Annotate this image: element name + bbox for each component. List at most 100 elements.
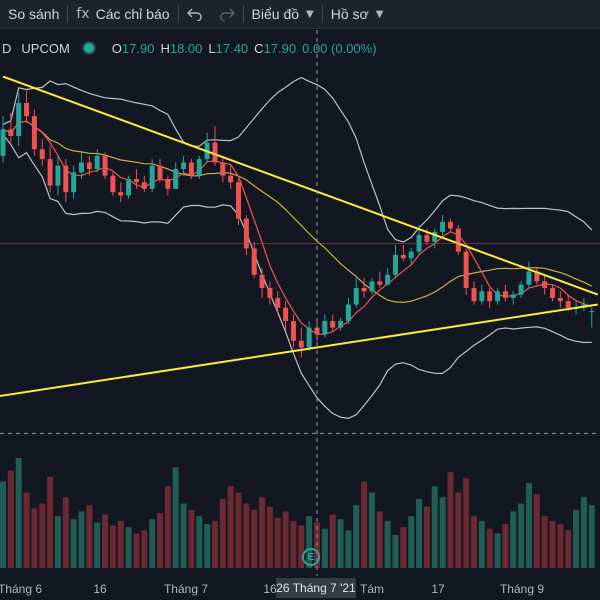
volume-bar — [565, 530, 572, 568]
volume-bar — [549, 520, 556, 568]
candle-body — [290, 321, 296, 341]
candle-body — [149, 165, 155, 189]
volume-bar — [345, 530, 352, 568]
candle-body — [526, 271, 532, 285]
crosshair — [0, 30, 600, 576]
candle-body — [47, 159, 53, 186]
time-axis-label: Tháng 6 — [0, 582, 42, 596]
volume-bar — [94, 522, 101, 568]
candle-body — [424, 235, 430, 242]
candle-body — [275, 297, 281, 308]
candle-body — [463, 251, 469, 288]
compare-button[interactable]: So sánh — [0, 0, 67, 28]
trendline[interactable] — [2, 75, 599, 296]
candle-body — [259, 274, 265, 288]
time-axis-label: Tám — [360, 582, 384, 596]
candle-body — [510, 294, 516, 298]
candle-body — [455, 228, 461, 252]
candle-body — [589, 311, 595, 313]
volume-bar — [180, 503, 187, 568]
candle-body — [322, 321, 328, 335]
candle-body — [385, 274, 391, 285]
candle-body — [196, 159, 202, 176]
volume-bar — [408, 516, 415, 568]
candle-body — [479, 291, 485, 302]
bollinger-upper — [2, 76, 593, 243]
high-label: H — [160, 40, 170, 56]
candle-body — [126, 178, 132, 196]
candle-body — [393, 254, 398, 275]
candle-body — [220, 162, 226, 176]
volume-bar — [494, 533, 501, 568]
time-axis-label: Tháng 7 — [164, 582, 208, 596]
trendlines[interactable] — [0, 75, 599, 401]
volume-bar — [533, 494, 540, 568]
function-icon: fx — [76, 6, 90, 22]
market-status-icon — [83, 43, 94, 53]
chevron-down-icon: ▼ — [375, 8, 384, 20]
toolbar-divider — [177, 5, 179, 23]
candle-body — [408, 251, 414, 259]
candle-body — [447, 221, 453, 229]
ma-short-line — [2, 120, 592, 335]
redo-icon — [219, 8, 235, 21]
candle-body — [550, 288, 555, 298]
volume-bar — [298, 525, 305, 568]
time-axis-label: 16 — [93, 582, 107, 596]
toolbar-divider — [67, 5, 69, 23]
profile-button[interactable]: Hồ sơ ▼ — [323, 0, 392, 28]
candle-body — [141, 182, 147, 189]
candle-body — [361, 288, 367, 292]
volume-bar — [282, 511, 289, 568]
candle-body — [94, 155, 100, 170]
volume-bar — [384, 520, 391, 568]
candle-body — [306, 327, 312, 348]
candle-body — [157, 165, 163, 179]
candle-body — [345, 304, 351, 322]
candle-body — [118, 192, 124, 196]
volume-bar — [423, 506, 430, 568]
undo-button[interactable] — [179, 0, 211, 28]
volume-bar — [439, 497, 446, 568]
candle-body — [557, 297, 563, 302]
candle-body — [8, 129, 14, 136]
volume-bar — [321, 528, 328, 568]
indicators-button[interactable]: fx Các chỉ báo — [68, 0, 177, 28]
candle-body — [0, 129, 6, 156]
redo-button[interactable] — [211, 0, 243, 28]
candle-body — [243, 218, 249, 249]
candle-body — [314, 327, 320, 335]
volume-bar — [502, 524, 509, 568]
candle-body — [181, 162, 187, 170]
symbol-name[interactable]: D — [2, 40, 12, 56]
volume-bar — [125, 527, 132, 568]
volume-bar — [478, 520, 485, 568]
candle-body — [502, 291, 508, 298]
chart-type-button[interactable]: Biểu đồ ▼ — [244, 0, 322, 28]
chevron-down-icon: ▼ — [306, 8, 314, 20]
exchange-name: UPCOM — [21, 40, 70, 56]
candle-body — [440, 221, 446, 232]
volume-bar — [447, 472, 454, 568]
volume-bar — [47, 476, 54, 568]
bollinger-lower — [2, 133, 592, 420]
volume-bar — [557, 524, 564, 568]
volume-bar — [361, 481, 368, 568]
volume-bar — [431, 486, 438, 568]
volume-bar — [510, 511, 517, 568]
volume-bar — [588, 505, 595, 568]
volume-bar — [164, 486, 171, 568]
candle-body — [24, 102, 30, 117]
candle-body — [31, 116, 37, 150]
candle-body — [102, 155, 108, 176]
volume-bar — [23, 492, 30, 568]
candle-body — [165, 178, 171, 189]
volume-bar — [525, 483, 532, 568]
volume-bar — [376, 511, 383, 568]
earnings-event-icon[interactable]: E — [302, 548, 320, 566]
candle-body — [518, 284, 524, 295]
volume-bar — [141, 530, 148, 568]
volume-bar — [149, 519, 156, 568]
trendline[interactable] — [0, 303, 598, 401]
